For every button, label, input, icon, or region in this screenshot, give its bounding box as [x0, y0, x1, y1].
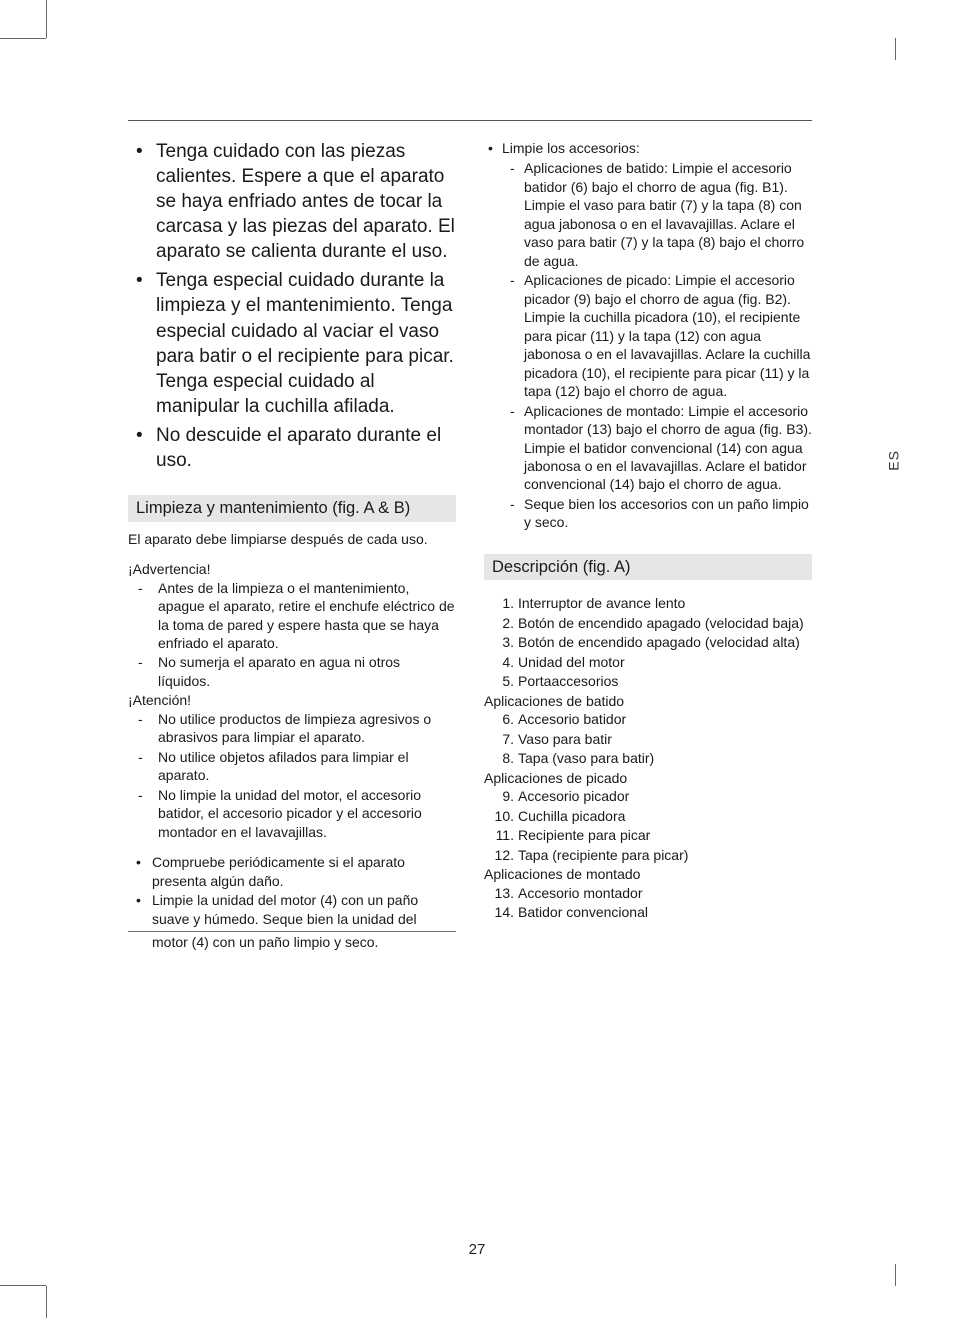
- list-item: 14.Batidor convencional: [518, 903, 812, 921]
- attention-list: No utilice productos de limpieza agresiv…: [128, 710, 456, 841]
- list-item: 12.Tapa (recipiente para picar): [518, 846, 812, 864]
- list-item: 1.Interruptor de avance lento: [518, 594, 812, 612]
- accessory-clean-list: Limpie los accesorios: Aplicaciones de b…: [484, 139, 812, 532]
- item-text: Cuchilla picadora: [518, 808, 625, 824]
- item-number: 11.: [492, 826, 514, 844]
- accessory-sublist: Aplicaciones de batido: Limpie el acceso…: [502, 159, 812, 531]
- list-item: 2.Botón de encendido apagado (velocidad …: [518, 614, 812, 632]
- list-item: 4.Unidad del motor: [518, 653, 812, 671]
- list-item: 8.Tapa (vaso para batir): [518, 749, 812, 767]
- check-list: Compruebe periódicamente si el aparato p…: [128, 853, 456, 928]
- warning-list: Antes de la limpieza o el mantenimiento,…: [128, 579, 456, 691]
- description-list: 1.Interruptor de avance lento 2.Botón de…: [484, 594, 812, 690]
- item-number: 13.: [492, 884, 514, 902]
- item-number: 14.: [492, 903, 514, 921]
- item-number: 12.: [492, 846, 514, 864]
- page: ES Tenga cuidado con las piezas caliente…: [0, 0, 954, 1318]
- item-number: 9.: [492, 787, 514, 805]
- list-item: 6.Accesorio batidor: [518, 710, 812, 728]
- item-number: 3.: [492, 633, 514, 651]
- left-column: Tenga cuidado con las piezas calientes. …: [128, 139, 456, 951]
- list-item: Aplicaciones de montado: Limpie el acces…: [524, 402, 812, 494]
- language-tab: ES: [886, 450, 902, 471]
- page-number: 27: [0, 1241, 954, 1258]
- section-heading-description: Descripción (fig. A): [484, 554, 812, 581]
- warning-bullet: Tenga especial cuidado durante la limpie…: [146, 268, 456, 418]
- group-list: 13.Accesorio montador 14.Batidor convenc…: [484, 884, 812, 922]
- item-number: 2.: [492, 614, 514, 632]
- group-label: Aplicaciones de montado: [484, 865, 812, 883]
- item-text: Botón de encendido apagado (velocidad al…: [518, 634, 800, 650]
- crop-mark: [895, 38, 896, 60]
- group-label: Aplicaciones de batido: [484, 692, 812, 710]
- list-item: 5.Portaaccesorios: [518, 672, 812, 690]
- item-number: 6.: [492, 710, 514, 728]
- item-text: Accesorio batidor: [518, 711, 626, 727]
- item-text: Accesorio picador: [518, 788, 629, 804]
- crop-mark: [0, 1285, 46, 1286]
- list-item: No utilice objetos afilados para limpiar…: [158, 748, 456, 785]
- item-number: 4.: [492, 653, 514, 671]
- item-text: Batidor convencional: [518, 904, 648, 920]
- crop-mark: [0, 38, 46, 60]
- list-item: Limpie los accesorios: Aplicaciones de b…: [502, 139, 812, 532]
- list-item: Seque bien los accesorios con un paño li…: [524, 495, 812, 532]
- warning-bullets: Tenga cuidado con las piezas calientes. …: [128, 139, 456, 473]
- list-item: 9.Accesorio picador: [518, 787, 812, 805]
- item-text: Recipiente para picar: [518, 827, 650, 843]
- list-item: 3.Botón de encendido apagado (velocidad …: [518, 633, 812, 651]
- attention-label: ¡Atención!: [128, 691, 456, 709]
- divider: [128, 931, 456, 932]
- warning-bullet: No descuide el aparato durante el uso.: [146, 423, 456, 473]
- item-text: Vaso para batir: [518, 731, 612, 747]
- list-item: 10.Cuchilla picadora: [518, 807, 812, 825]
- item-number: 1.: [492, 594, 514, 612]
- item-text: Botón de encendido apagado (velocidad ba…: [518, 615, 804, 631]
- list-item: 7.Vaso para batir: [518, 730, 812, 748]
- item-text: Portaaccesorios: [518, 673, 618, 689]
- list-item: No sumerja el aparato en agua ni otros l…: [158, 653, 456, 690]
- item-number: 8.: [492, 749, 514, 767]
- list-item: No utilice productos de limpieza agresiv…: [158, 710, 456, 747]
- group-list: 6.Accesorio batidor 7.Vaso para batir 8.…: [484, 710, 812, 767]
- item-text: Tapa (recipiente para picar): [518, 847, 688, 863]
- section-heading-cleaning: Limpieza y mantenimiento (fig. A & B): [128, 495, 456, 522]
- item-text: Unidad del motor: [518, 654, 625, 670]
- list-item: 13.Accesorio montador: [518, 884, 812, 902]
- list-item-label: Limpie los accesorios:: [502, 140, 640, 156]
- item-text: Accesorio montador: [518, 885, 643, 901]
- list-item: Antes de la limpieza o el mantenimiento,…: [158, 579, 456, 653]
- group-list: 9.Accesorio picador 10.Cuchilla picadora…: [484, 787, 812, 864]
- intro-text: El aparato debe limpiarse después de cad…: [128, 530, 456, 548]
- item-number: 7.: [492, 730, 514, 748]
- list-item: Aplicaciones de picado: Limpie el acceso…: [524, 271, 812, 400]
- list-item: Aplicaciones de batido: Limpie el acceso…: [524, 159, 812, 270]
- warning-bullet: Tenga cuidado con las piezas calientes. …: [146, 139, 456, 264]
- group-label: Aplicaciones de picado: [484, 769, 812, 787]
- list-item: 11.Recipiente para picar: [518, 826, 812, 844]
- right-column: Limpie los accesorios: Aplicaciones de b…: [484, 139, 812, 951]
- list-item: No limpie la unidad del motor, el acceso…: [158, 786, 456, 841]
- list-item: Compruebe periódicamente si el aparato p…: [152, 853, 456, 890]
- crop-mark: [46, 1286, 47, 1318]
- item-number: 10.: [492, 807, 514, 825]
- warning-label: ¡Advertencia!: [128, 560, 456, 578]
- crop-mark: [46, 0, 47, 38]
- content-area: Tenga cuidado con las piezas calientes. …: [128, 120, 812, 1130]
- crop-mark: [895, 1264, 896, 1286]
- item-number: 5.: [492, 672, 514, 690]
- tail-text: motor (4) con un paño limpio y seco.: [128, 933, 456, 951]
- item-text: Tapa (vaso para batir): [518, 750, 654, 766]
- list-item: Limpie la unidad del motor (4) con un pa…: [152, 891, 456, 928]
- item-text: Interruptor de avance lento: [518, 595, 685, 611]
